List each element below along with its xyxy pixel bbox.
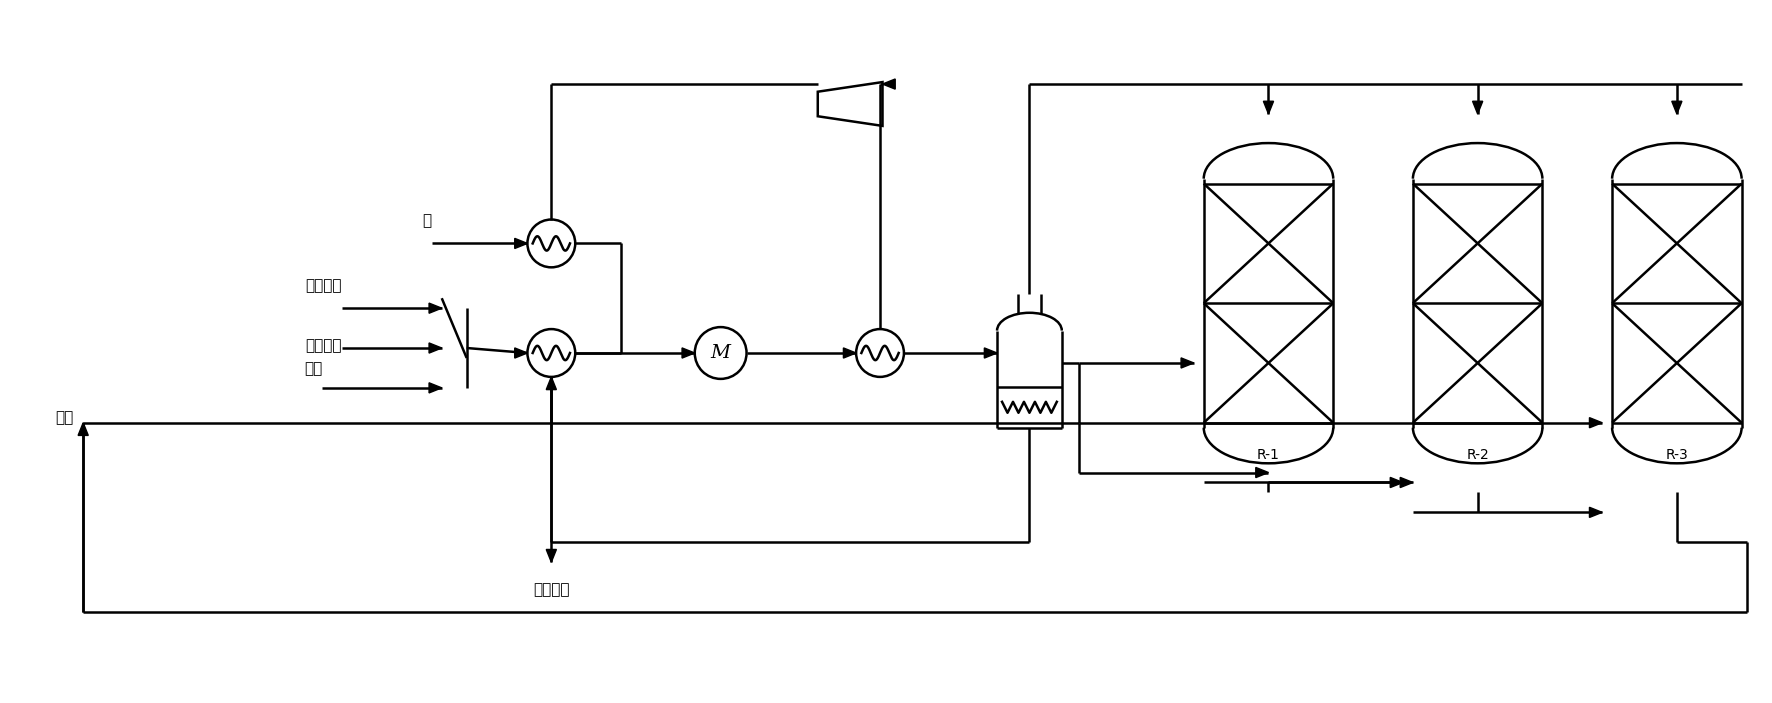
Polygon shape [682, 348, 695, 358]
Polygon shape [1400, 477, 1412, 488]
Polygon shape [1473, 101, 1483, 114]
Polygon shape [1263, 101, 1274, 114]
Polygon shape [546, 550, 556, 562]
Text: 氢气: 氢气 [305, 361, 323, 376]
Polygon shape [546, 377, 556, 389]
Polygon shape [514, 238, 528, 248]
Text: 循环甲苯: 循环甲苯 [305, 278, 342, 293]
Polygon shape [429, 303, 441, 314]
Polygon shape [1589, 508, 1602, 517]
Text: 甲醇: 甲醇 [55, 411, 73, 425]
Polygon shape [1256, 467, 1269, 477]
Polygon shape [514, 348, 528, 358]
Polygon shape [1589, 418, 1602, 428]
Text: 水: 水 [424, 214, 432, 228]
Polygon shape [1671, 101, 1682, 114]
Polygon shape [1182, 358, 1194, 368]
Text: R-3: R-3 [1666, 448, 1689, 462]
Text: M: M [711, 344, 730, 362]
Text: R-1: R-1 [1256, 448, 1279, 462]
Polygon shape [429, 343, 441, 353]
Text: 反应产物: 反应产物 [533, 582, 569, 597]
Polygon shape [78, 423, 89, 435]
Polygon shape [843, 348, 856, 358]
Text: 补充甲苯: 补充甲苯 [305, 338, 342, 353]
Polygon shape [1391, 477, 1403, 488]
Polygon shape [985, 348, 998, 358]
Text: R-2: R-2 [1465, 448, 1488, 462]
Polygon shape [429, 382, 441, 393]
Polygon shape [882, 79, 895, 89]
